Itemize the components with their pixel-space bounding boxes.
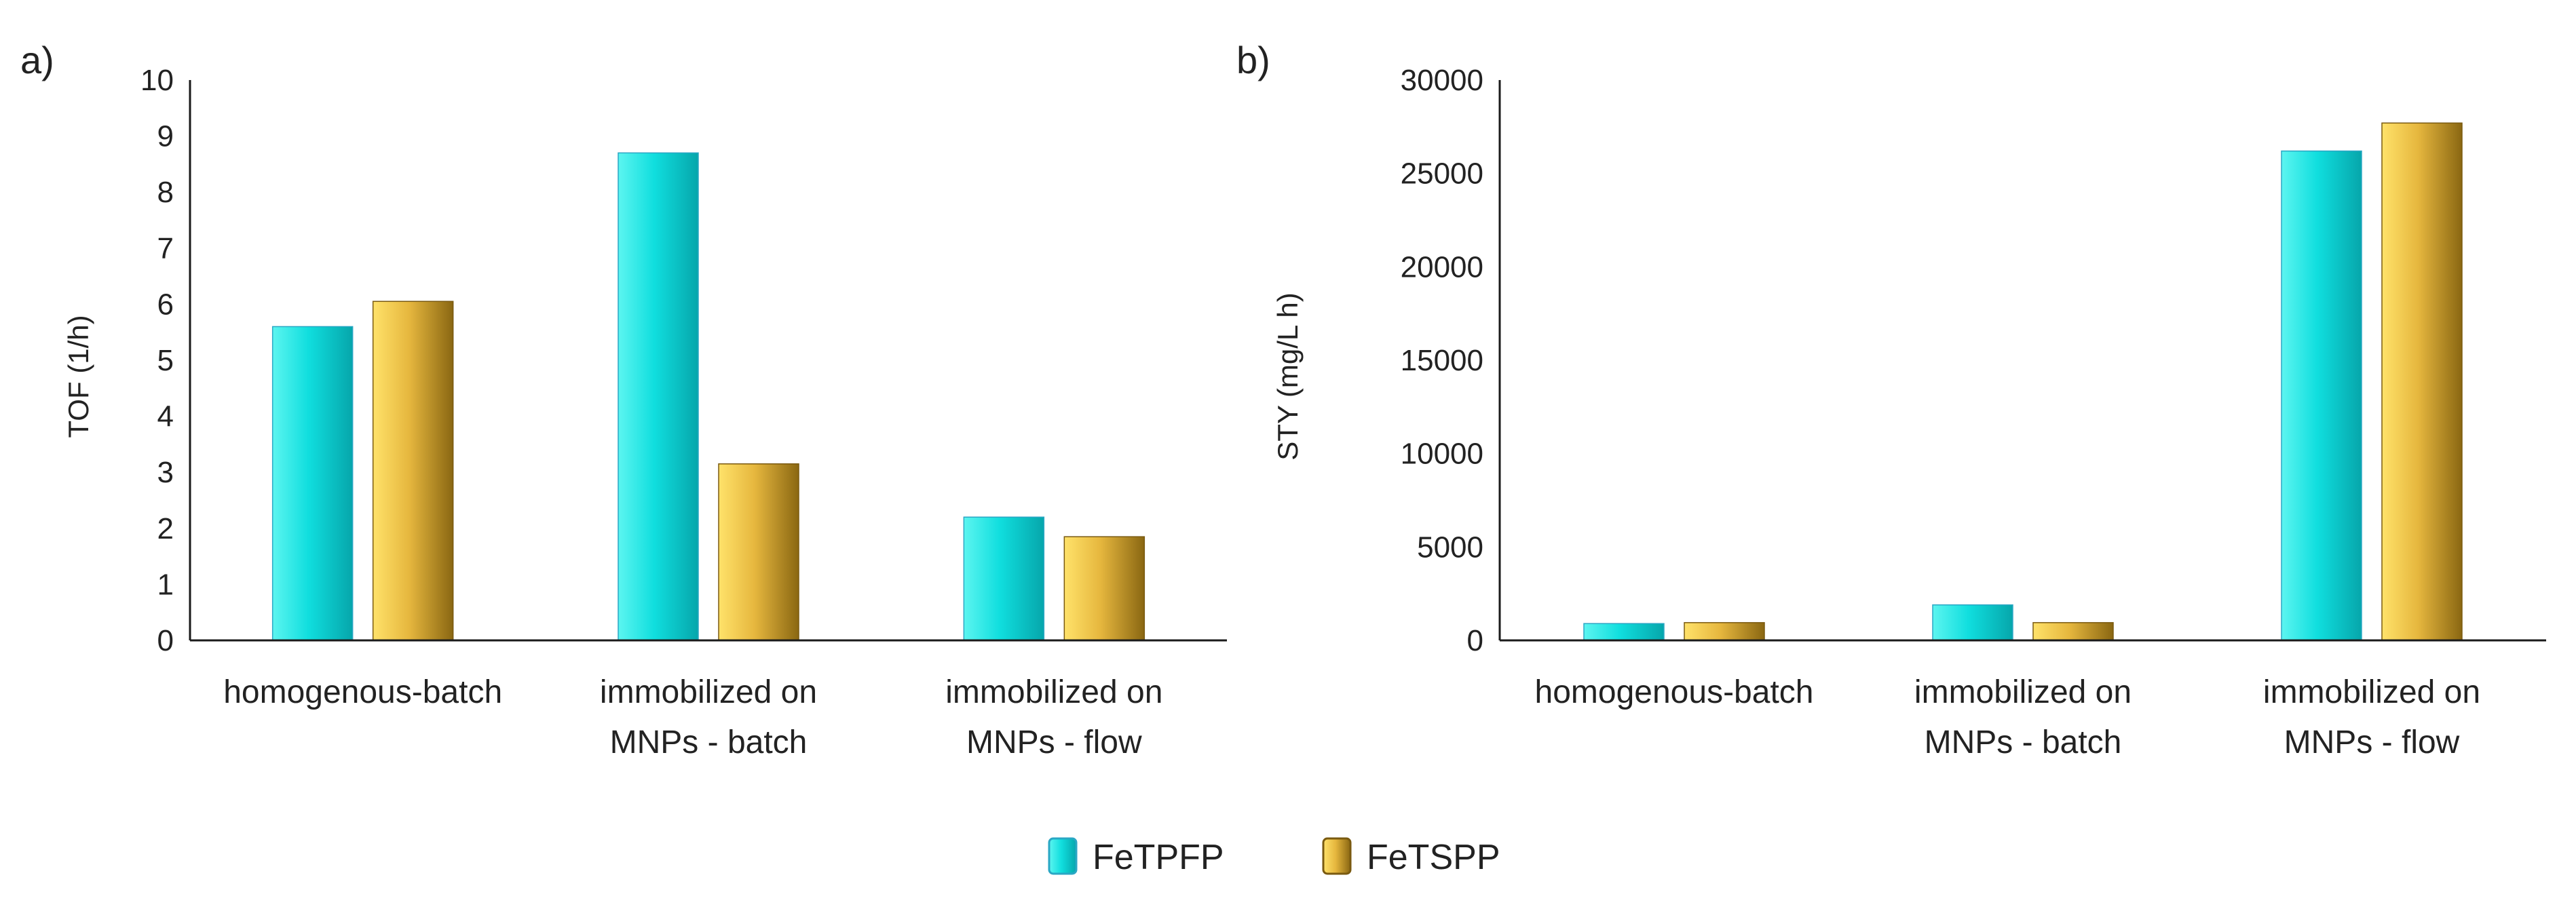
- y-tick-label-sty-mg-l-h-30000: 30000: [1401, 64, 1483, 97]
- y-tick-label-tof-1-h-1: 1: [157, 568, 174, 601]
- y-tick-label-tof-1-h-5: 5: [157, 344, 174, 377]
- x-category-label-homogenous-batch: homogenous-batch: [1535, 674, 1814, 710]
- y-tick-label-sty-mg-l-h-5000: 5000: [1417, 530, 1483, 564]
- x-category-label-immobilized-on-mnps-flow: immobilized on MNPs - flow: [2263, 674, 2480, 760]
- x-category-label-immobilized-on-mnps-batch: immobilized on MNPs - batch: [600, 674, 817, 760]
- x-category-label-homogenous-batch: homogenous-batch: [223, 674, 502, 710]
- y-tick-label-sty-mg-l-h-25000: 25000: [1401, 157, 1483, 191]
- bar-fetspp-immobilized-on-mnps-flow: [2381, 122, 2463, 641]
- bar-fetpfp-immobilized-on-mnps-batch: [618, 152, 699, 641]
- y-tick-label-sty-mg-l-h-20000: 20000: [1401, 250, 1483, 284]
- y-tick-label-tof-1-h-6: 6: [157, 288, 174, 321]
- bar-fetspp-immobilized-on-mnps-batch: [2032, 622, 2114, 641]
- y-tick-label-tof-1-h-4: 4: [157, 400, 174, 433]
- y-axis-label-tof: TOF (1/h): [62, 315, 94, 438]
- bar-fetpfp-homogenous-batch: [271, 326, 354, 641]
- legend-label-fetspp: FeTSPP: [1367, 838, 1500, 877]
- y-tick-label-tof-1-h-0: 0: [157, 624, 174, 657]
- x-category-label-immobilized-on-mnps-batch: immobilized on MNPs - batch: [1914, 674, 2132, 760]
- y-axis-label-sty: STY (mg/L h): [1272, 292, 1304, 460]
- y-tick-label-sty-mg-l-h-0: 0: [1467, 624, 1483, 657]
- y-tick-label-tof-1-h-9: 9: [157, 120, 174, 153]
- sty-chart: b) STY (mg/L h) 0 5000 10000 15000 20000 2500…: [1236, 39, 2546, 760]
- bar-fetpfp-homogenous-batch: [1583, 623, 1665, 641]
- panel-label-b: b): [1236, 39, 1270, 81]
- x-category-label-immobilized-on-mnps-flow: immobilized on MNPs - flow: [945, 674, 1162, 760]
- bar-fetspp-immobilized-on-mnps-flow: [1063, 536, 1145, 641]
- y-tick-label-tof-1-h-3: 3: [157, 456, 174, 489]
- legend-label-fetpfp: FeTPFP: [1093, 838, 1224, 877]
- bar-fetpfp-immobilized-on-mnps-flow: [963, 516, 1045, 641]
- bar-fetpfp-immobilized-on-mnps-flow: [2281, 150, 2362, 641]
- legend-swatch-fetpfp: [1048, 837, 1078, 875]
- y-tick-label-tof-1-h-2: 2: [157, 512, 174, 545]
- legend: FeTPFP FeTSPP: [1048, 837, 1500, 877]
- bar-fetspp-homogenous-batch: [372, 301, 454, 641]
- panel-label-a: a): [20, 39, 54, 81]
- bar-fetspp-immobilized-on-mnps-batch: [718, 463, 799, 641]
- y-tick-label-tof-1-h-7: 7: [157, 232, 174, 265]
- bar-fetpfp-immobilized-on-mnps-batch: [1932, 604, 2013, 641]
- y-tick-label-sty-mg-l-h-15000: 15000: [1401, 344, 1483, 377]
- legend-swatch-fetspp: [1322, 837, 1352, 875]
- tof-chart: a) TOF (1/h) 0 1 2 3 4 5 6 7 8 9 10 homogenous-bat…: [20, 39, 1227, 760]
- y-tick-label-sty-mg-l-h-10000: 10000: [1401, 438, 1483, 471]
- y-tick-label-tof-1-h-10: 10: [140, 64, 174, 97]
- bar-fetspp-homogenous-batch: [1684, 622, 1765, 641]
- y-tick-label-tof-1-h-8: 8: [157, 176, 174, 209]
